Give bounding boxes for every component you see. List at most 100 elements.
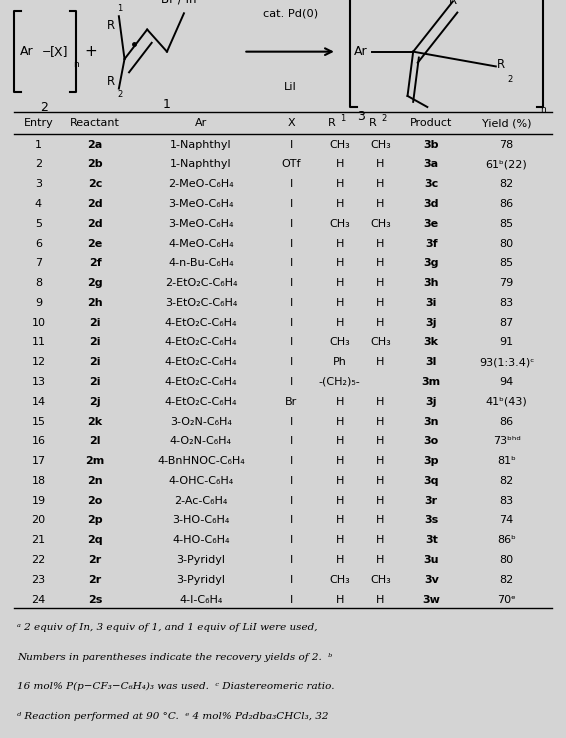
Text: 4-MeO-C₆H₄: 4-MeO-C₆H₄ bbox=[168, 238, 234, 249]
Text: 2n: 2n bbox=[87, 476, 103, 486]
Text: R: R bbox=[449, 0, 457, 7]
Text: 16 mol% P(p−CF₃−C₆H₄)₃ was used.  ᶜ Diastereomeric ratio.: 16 mol% P(p−CF₃−C₆H₄)₃ was used. ᶜ Diast… bbox=[17, 682, 335, 692]
Text: 41ᵇ(43): 41ᵇ(43) bbox=[486, 397, 528, 407]
Text: I: I bbox=[290, 238, 293, 249]
Text: H: H bbox=[376, 496, 384, 506]
Text: H: H bbox=[336, 159, 344, 170]
Text: 3-O₂N-C₆H₄: 3-O₂N-C₆H₄ bbox=[170, 416, 232, 427]
Text: H: H bbox=[336, 317, 344, 328]
Text: 3e: 3e bbox=[424, 218, 439, 229]
Text: 2l: 2l bbox=[89, 436, 101, 446]
Text: 4-EtO₂C-C₆H₄: 4-EtO₂C-C₆H₄ bbox=[165, 337, 237, 348]
Text: 4-OHC-C₆H₄: 4-OHC-C₆H₄ bbox=[168, 476, 234, 486]
Text: H: H bbox=[336, 436, 344, 446]
Text: 73ᵇʰᵈ: 73ᵇʰᵈ bbox=[492, 436, 521, 446]
Text: 2i: 2i bbox=[89, 357, 101, 368]
Text: 2: 2 bbox=[507, 75, 513, 84]
Text: Ph: Ph bbox=[333, 357, 346, 368]
Text: 3r: 3r bbox=[424, 496, 438, 506]
Text: H: H bbox=[376, 199, 384, 209]
Text: I: I bbox=[290, 535, 293, 545]
Text: CH₃: CH₃ bbox=[370, 218, 391, 229]
Text: 2f: 2f bbox=[89, 258, 101, 269]
Text: H: H bbox=[376, 298, 384, 308]
Text: 2a: 2a bbox=[88, 139, 102, 150]
Text: 94: 94 bbox=[499, 377, 514, 387]
Text: H: H bbox=[376, 515, 384, 525]
Text: Yield (%): Yield (%) bbox=[482, 118, 531, 128]
Text: CH₃: CH₃ bbox=[329, 575, 350, 584]
Text: 4-EtO₂C-C₆H₄: 4-EtO₂C-C₆H₄ bbox=[165, 377, 237, 387]
Text: H: H bbox=[376, 595, 384, 604]
Text: CH₃: CH₃ bbox=[370, 139, 391, 150]
Text: 3i: 3i bbox=[426, 298, 437, 308]
Text: 5: 5 bbox=[35, 218, 42, 229]
Text: 2h: 2h bbox=[87, 298, 103, 308]
Text: 78: 78 bbox=[499, 139, 514, 150]
Text: OTf: OTf bbox=[282, 159, 301, 170]
Text: CH₃: CH₃ bbox=[329, 139, 350, 150]
Text: n: n bbox=[541, 105, 546, 114]
Text: 12: 12 bbox=[32, 357, 45, 368]
Text: H: H bbox=[376, 535, 384, 545]
Text: 79: 79 bbox=[499, 278, 514, 288]
Text: 3o: 3o bbox=[424, 436, 439, 446]
Text: 3f: 3f bbox=[425, 238, 438, 249]
Text: R: R bbox=[497, 58, 505, 72]
Text: I: I bbox=[290, 476, 293, 486]
Text: 70ᵉ: 70ᵉ bbox=[497, 595, 516, 604]
Text: 4-O₂N-C₆H₄: 4-O₂N-C₆H₄ bbox=[170, 436, 232, 446]
Text: 4-HO-C₆H₄: 4-HO-C₆H₄ bbox=[172, 535, 230, 545]
Text: Br / In: Br / In bbox=[161, 0, 196, 5]
Text: Ar: Ar bbox=[195, 118, 207, 128]
Text: 3j: 3j bbox=[426, 317, 437, 328]
Text: 2i: 2i bbox=[89, 377, 101, 387]
Text: 2-MeO-C₆H₄: 2-MeO-C₆H₄ bbox=[168, 179, 234, 189]
Text: 2-Ac-C₆H₄: 2-Ac-C₆H₄ bbox=[174, 496, 228, 506]
Text: 4-BnHNOC-C₆H₄: 4-BnHNOC-C₆H₄ bbox=[157, 456, 245, 466]
Text: Reactant: Reactant bbox=[70, 118, 120, 128]
Text: R: R bbox=[107, 19, 115, 32]
Text: 2q: 2q bbox=[87, 535, 103, 545]
Text: 82: 82 bbox=[499, 575, 514, 584]
Text: CH₃: CH₃ bbox=[370, 575, 391, 584]
Text: cat. Pd(0): cat. Pd(0) bbox=[263, 8, 318, 18]
Text: 4-I-C₆H₄: 4-I-C₆H₄ bbox=[179, 595, 222, 604]
Text: 74: 74 bbox=[499, 515, 514, 525]
Text: 2b: 2b bbox=[87, 159, 103, 170]
Text: R: R bbox=[369, 118, 377, 128]
Text: I: I bbox=[290, 199, 293, 209]
Text: 4: 4 bbox=[35, 199, 42, 209]
Text: H: H bbox=[376, 456, 384, 466]
Text: H: H bbox=[336, 179, 344, 189]
Text: 1-Naphthyl: 1-Naphthyl bbox=[170, 159, 231, 170]
Text: 3a: 3a bbox=[424, 159, 439, 170]
Text: I: I bbox=[290, 278, 293, 288]
Text: 3k: 3k bbox=[424, 337, 439, 348]
Text: 83: 83 bbox=[500, 496, 513, 506]
Text: 1: 1 bbox=[340, 114, 346, 123]
Text: H: H bbox=[376, 238, 384, 249]
Text: 2-EtO₂C-C₆H₄: 2-EtO₂C-C₆H₄ bbox=[165, 278, 237, 288]
Text: 2c: 2c bbox=[88, 179, 102, 189]
Text: 85: 85 bbox=[500, 218, 513, 229]
Text: 6: 6 bbox=[35, 238, 42, 249]
Text: 14: 14 bbox=[32, 397, 45, 407]
Text: -(CH₂)₅-: -(CH₂)₅- bbox=[319, 377, 361, 387]
Text: 2r: 2r bbox=[88, 575, 102, 584]
Text: I: I bbox=[290, 377, 293, 387]
Text: H: H bbox=[376, 476, 384, 486]
Text: I: I bbox=[290, 179, 293, 189]
Text: Ar: Ar bbox=[20, 45, 34, 58]
Text: 4-EtO₂C-C₆H₄: 4-EtO₂C-C₆H₄ bbox=[165, 397, 237, 407]
Text: 2e: 2e bbox=[88, 238, 102, 249]
Text: 3-EtO₂C-C₆H₄: 3-EtO₂C-C₆H₄ bbox=[165, 298, 237, 308]
Text: 17: 17 bbox=[32, 456, 45, 466]
Text: H: H bbox=[336, 555, 344, 565]
Text: I: I bbox=[290, 555, 293, 565]
Text: 2g: 2g bbox=[87, 278, 103, 288]
Text: H: H bbox=[376, 179, 384, 189]
Text: I: I bbox=[290, 337, 293, 348]
Text: H: H bbox=[336, 416, 344, 427]
Text: Entry: Entry bbox=[24, 118, 53, 128]
